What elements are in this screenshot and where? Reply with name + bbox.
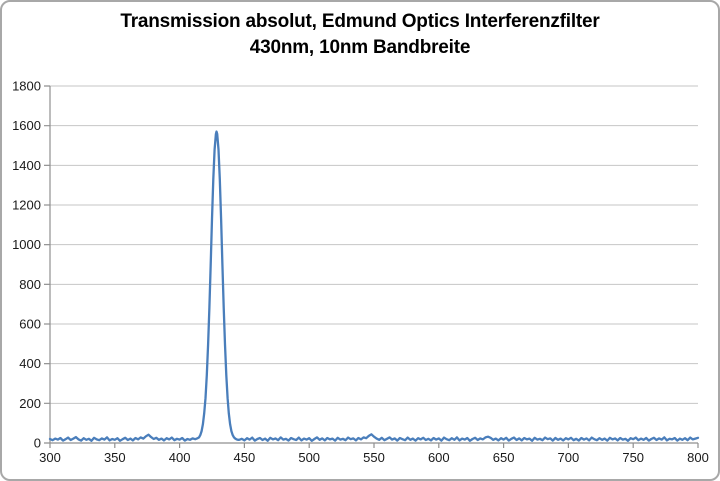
x-tick-label-750: 750 — [622, 450, 644, 465]
chart-title: Transmission absolut, Edmund Optics Inte… — [2, 9, 718, 61]
x-tick-label-350: 350 — [104, 450, 126, 465]
y-tick-label-1800: 1800 — [12, 79, 41, 94]
x-tick-label-800: 800 — [687, 450, 709, 465]
chart-title-line1: Transmission absolut, Edmund Optics Inte… — [120, 11, 600, 32]
y-tick-label-800: 800 — [19, 277, 41, 292]
chart-title-line2: 430nm, 10nm Bandbreite — [249, 37, 471, 58]
y-tick-label-1000: 1000 — [12, 237, 41, 252]
y-tick-label-600: 600 — [19, 317, 41, 332]
x-tick-label-400: 400 — [169, 450, 191, 465]
series-line-0 — [48, 130, 700, 442]
y-tick-label-400: 400 — [19, 356, 41, 371]
y-tick-label-1400: 1400 — [12, 158, 41, 173]
y-tick-label-1200: 1200 — [12, 198, 41, 213]
y-tick-label-0: 0 — [34, 436, 41, 451]
y-tick-label-200: 200 — [19, 396, 41, 411]
x-tick-label-450: 450 — [234, 450, 256, 465]
x-tick-label-300: 300 — [39, 450, 61, 465]
x-tick-label-550: 550 — [363, 450, 385, 465]
x-tick-label-700: 700 — [558, 450, 580, 465]
x-tick-label-500: 500 — [298, 450, 320, 465]
x-tick-label-650: 650 — [493, 450, 515, 465]
x-tick-label-600: 600 — [428, 450, 450, 465]
y-tick-label-1600: 1600 — [12, 118, 41, 133]
